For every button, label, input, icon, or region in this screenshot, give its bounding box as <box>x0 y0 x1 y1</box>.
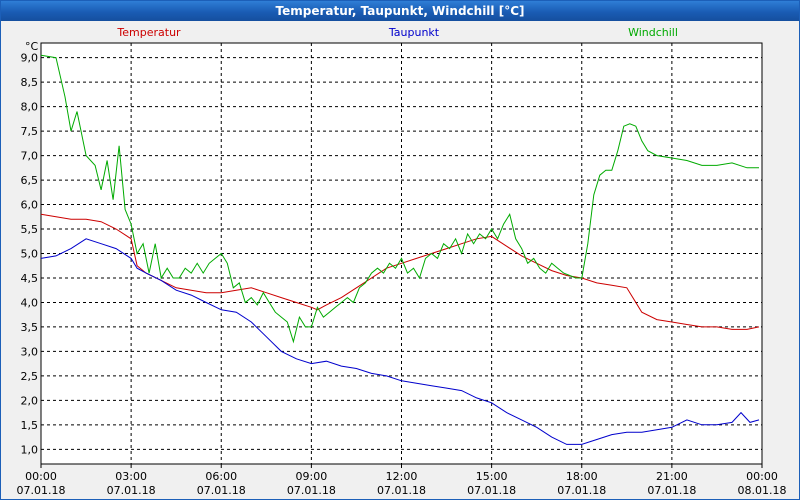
y-tick-label: 5,0 <box>21 248 39 261</box>
y-tick-label: 4,0 <box>21 296 39 309</box>
x-tick-time-label: 09:00 <box>296 470 328 483</box>
y-tick-label: 3,5 <box>21 321 39 334</box>
x-tick-time-label: 00:00 <box>25 470 57 483</box>
x-tick-time-label: 21:00 <box>656 470 688 483</box>
x-tick-date-label: 07.01.18 <box>197 484 246 497</box>
y-tick-label: 5,5 <box>21 223 39 236</box>
y-tick-label: 8,0 <box>21 101 39 114</box>
x-tick-date-label: 07.01.18 <box>467 484 516 497</box>
x-tick-time-label: 06:00 <box>205 470 237 483</box>
y-tick-label: 6,5 <box>21 174 39 187</box>
x-tick-date-label: 07.01.18 <box>17 484 66 497</box>
y-tick-label: 7,0 <box>21 150 39 163</box>
x-tick-time-label: 03:00 <box>115 470 147 483</box>
x-tick-date-label: 07.01.18 <box>557 484 606 497</box>
y-axis-unit-label: °C <box>25 40 39 53</box>
y-tick-label: 9,0 <box>21 52 39 65</box>
x-tick-time-label: 00:00 <box>746 470 778 483</box>
y-tick-label: 1,0 <box>21 443 39 456</box>
x-tick-time-label: 12:00 <box>386 470 418 483</box>
y-tick-label: 1,5 <box>21 419 39 432</box>
x-tick-date-label: 07.01.18 <box>377 484 426 497</box>
x-tick-date-label: 07.01.18 <box>287 484 336 497</box>
y-tick-label: 2,5 <box>21 370 39 383</box>
x-tick-time-label: 18:00 <box>566 470 598 483</box>
x-tick-time-label: 15:00 <box>476 470 508 483</box>
legend-windchill: Windchill <box>628 26 678 39</box>
y-tick-label: 6,0 <box>21 199 39 212</box>
legend-taupunkt: Taupunkt <box>388 26 440 39</box>
y-tick-label: 2,0 <box>21 394 39 407</box>
x-tick-date-label: 08.01.18 <box>738 484 787 497</box>
series-line-windchill <box>40 54 759 344</box>
x-tick-date-label: 07.01.18 <box>647 484 696 497</box>
chart-canvas: 9,0 8,5 8,0 7,5 7,0 6,5 6,0 5,5 5,0 4,5 4,0 3,5 3,0 2… <box>17 26 787 497</box>
series-line-taupunkt <box>40 238 760 445</box>
legend-temperatur: Temperatur <box>116 26 181 39</box>
y-tick-label: 3,0 <box>21 345 39 358</box>
y-tick-label: 8,5 <box>21 76 39 89</box>
y-tick-label: 7,5 <box>21 125 39 138</box>
y-tick-label: 4,5 <box>21 272 39 285</box>
window-title: Temperatur, Taupunkt, Windchill [°C] <box>1 1 799 21</box>
x-tick-date-label: 07.01.18 <box>107 484 156 497</box>
